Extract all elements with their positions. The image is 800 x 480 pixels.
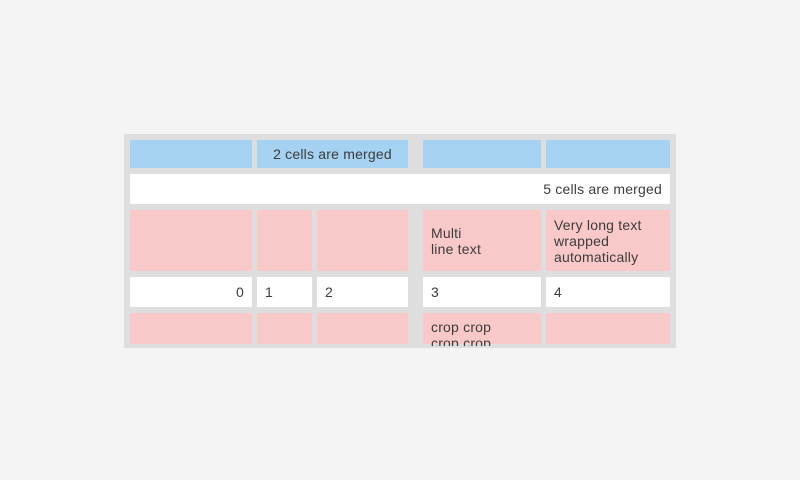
table-cell-r4c2[interactable] xyxy=(317,313,408,344)
table-cell-r0c4[interactable] xyxy=(546,140,670,168)
table-cell-r3c3[interactable]: 3 xyxy=(423,277,541,307)
table-clip-area: 2 cells are merged 5 cells are merged Mu… xyxy=(130,140,670,346)
table-cell-r4c0[interactable] xyxy=(130,313,252,344)
table-row-pink-multiline: Multi line text Very long text wrapped a… xyxy=(130,210,670,271)
table-widget[interactable]: 2 cells are merged 5 cells are merged Mu… xyxy=(124,134,676,348)
table-cell-r4c1[interactable] xyxy=(257,313,312,344)
table-cell-r3c4[interactable]: 4 xyxy=(546,277,670,307)
table-row-numbers: 0 1 2 3 4 xyxy=(130,277,670,307)
table-cell-r4c3-cropped-text[interactable]: crop crop crop crop xyxy=(423,313,541,346)
table-cell-r0c0[interactable] xyxy=(130,140,252,168)
cropped-text: crop crop crop crop xyxy=(431,319,492,346)
table-cell-r3c2[interactable]: 2 xyxy=(317,277,408,307)
table-row-cropped: crop crop crop crop xyxy=(130,313,670,346)
table-row-full-merge: 5 cells are merged xyxy=(130,174,670,204)
table-row-blue-header: 2 cells are merged xyxy=(130,140,670,168)
table-cell-r2c2[interactable] xyxy=(317,210,408,271)
table-cell-r1-merged-5cols[interactable]: 5 cells are merged xyxy=(130,174,670,204)
table-cell-r2c0[interactable] xyxy=(130,210,252,271)
table-cell-r4c4[interactable] xyxy=(546,313,670,344)
table-cell-r3c1[interactable]: 1 xyxy=(257,277,312,307)
table-cell-r2c1[interactable] xyxy=(257,210,312,271)
table-cell-r0-merged-2cols[interactable]: 2 cells are merged xyxy=(257,140,408,168)
table-cell-r2c3-multiline[interactable]: Multi line text xyxy=(423,210,541,271)
table-cell-r3c0[interactable]: 0 xyxy=(130,277,252,307)
table-cell-r2c4-wrapped[interactable]: Very long text wrapped automatically xyxy=(546,210,670,271)
table-cell-r0c3[interactable] xyxy=(423,140,541,168)
